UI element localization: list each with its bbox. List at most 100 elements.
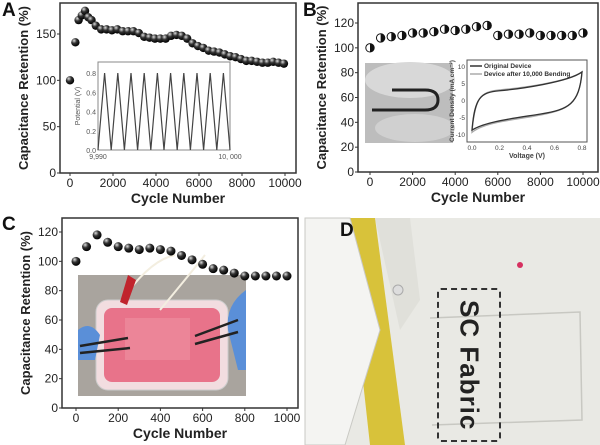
- x-tick-label: 2000: [399, 175, 426, 189]
- coat-lapel: [304, 217, 381, 445]
- panel-label-d: D: [340, 220, 354, 241]
- legend-device-after-bending: Device after 10,000 Bending: [484, 71, 570, 78]
- y-tick-label: 80: [341, 66, 355, 80]
- data-point-fill: [497, 31, 502, 40]
- panel-label-b: B: [303, 0, 317, 21]
- y-tick-label: 0: [51, 401, 58, 415]
- x-tick-label: 400: [150, 411, 170, 425]
- x-tick-label: 200: [108, 411, 128, 425]
- y-axis-label-c: Capacitance Retention (%): [18, 231, 33, 395]
- y-tick-label: 0: [49, 166, 56, 180]
- data-point-fill: [444, 25, 449, 34]
- data-point: [80, 6, 90, 16]
- plot-frame-a: [59, 2, 297, 174]
- cv-x-tick-label: 0.0: [467, 145, 476, 152]
- x-tick-label: 6000: [186, 176, 213, 190]
- data-point: [92, 230, 102, 240]
- data-point: [177, 250, 186, 260]
- data-point-fill: [508, 29, 513, 39]
- sc-fabric-label: SC Fabric: [454, 299, 485, 431]
- x-tick-label: 8000: [229, 176, 256, 190]
- data-point-fill: [476, 22, 481, 31]
- data-point-fill: [519, 29, 524, 39]
- cv-x-tick-label: 0.2: [495, 145, 504, 152]
- cv-curve-original: [471, 70, 583, 132]
- data-point: [65, 76, 75, 85]
- y-tick-label: 40: [45, 342, 59, 356]
- data-point: [134, 245, 144, 255]
- inset-y-tick-label: 0.4: [86, 110, 96, 117]
- cv-y-tick-label: -5: [459, 115, 465, 122]
- inset-y-tick-label: 0.2: [86, 129, 96, 136]
- y-tick-label: 40: [341, 115, 355, 129]
- data-point-fill: [423, 28, 428, 38]
- data-point-fill: [540, 31, 545, 40]
- data-point-fill: [572, 31, 577, 40]
- red-dot: [517, 262, 523, 268]
- cv-x-axis-label: Voltage (V): [509, 153, 545, 160]
- data-point-fill: [391, 32, 396, 41]
- y-tick-label: 50: [43, 120, 57, 134]
- x-tick-label: 0: [67, 176, 74, 190]
- x-tick-label: 800: [235, 411, 255, 425]
- finger-shape: [365, 62, 455, 98]
- x-tick-label: 2000: [100, 176, 127, 190]
- data-point-fill: [465, 25, 471, 34]
- data-point: [113, 242, 123, 252]
- y-axis-label-a: Capacitance Retention (%): [16, 6, 31, 170]
- legend-original-device: Original Device: [484, 63, 532, 70]
- data-point: [261, 271, 271, 281]
- x-axis-label-c: Cycle Number: [133, 425, 228, 441]
- inset-y-axis-label: Potential (V): [75, 87, 82, 126]
- y-tick-label: 0: [347, 165, 354, 179]
- cv-y-tick-label: -10: [456, 132, 466, 139]
- x-axis-label-b: Cycle Number: [431, 189, 526, 205]
- inset-y-tick-label: 0.0: [86, 148, 96, 155]
- glove-right: [227, 290, 246, 370]
- inset-x-tick-label: 9,990: [89, 154, 107, 161]
- y-tick-label: 20: [341, 140, 355, 154]
- data-point: [71, 256, 81, 266]
- x-axis-label-a: Cycle Number: [131, 190, 226, 206]
- data-point: [124, 243, 134, 253]
- y-tick-label: 60: [341, 91, 355, 105]
- cv-x-tick-label: 0.4: [522, 145, 531, 152]
- panel-label-c: C: [2, 214, 16, 235]
- data-point: [187, 255, 197, 265]
- finger-shape: [375, 114, 455, 142]
- data-point-fill: [551, 31, 556, 40]
- y-tick-label: 120: [38, 225, 58, 239]
- panel-label-a: A: [2, 0, 16, 21]
- data-point-fill: [433, 27, 439, 36]
- data-point-fill: [583, 28, 588, 38]
- cv-y-axis-label: Current Density (mA cm⁻²): [449, 60, 456, 142]
- x-tick-label: 600: [193, 411, 213, 425]
- fabric-device: [125, 318, 190, 360]
- inset-y-tick-label: 0.8: [86, 71, 96, 78]
- bent-device: [372, 88, 440, 112]
- tweezers: [79, 318, 239, 355]
- cv-x-tick-label: 0.6: [550, 145, 559, 152]
- y-tick-label: 20: [45, 372, 59, 386]
- plot-frame-b: [357, 2, 599, 173]
- sc-fabric-box: SC Fabric: [437, 288, 501, 442]
- data-point: [145, 243, 155, 253]
- y-tick-label: 100: [36, 73, 56, 87]
- data-point-fill: [455, 26, 460, 35]
- x-tick-label: 0: [73, 411, 80, 425]
- x-tick-label: 8000: [527, 175, 554, 189]
- y-tick-label: 120: [334, 16, 354, 30]
- data-point: [219, 265, 229, 275]
- data-point: [271, 271, 281, 281]
- coat-button: [392, 284, 404, 296]
- cv-y-tick-label: 0: [461, 98, 465, 105]
- x-tick-label: 0: [367, 175, 374, 189]
- x-tick-label: 6000: [484, 175, 511, 189]
- data-point: [82, 242, 92, 252]
- coat-pocket: [429, 311, 583, 426]
- cv-y-tick-label: 10: [458, 64, 466, 71]
- data-point-fill: [561, 31, 566, 40]
- inset-frame-a: [97, 61, 231, 151]
- y-tick-label: 100: [334, 41, 354, 55]
- data-point: [71, 38, 80, 47]
